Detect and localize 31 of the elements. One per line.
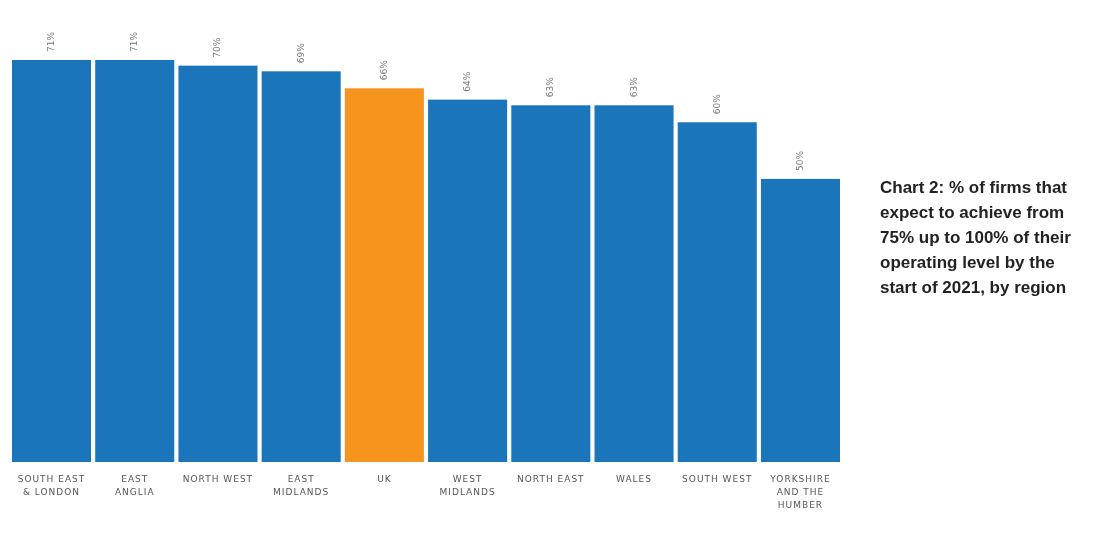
data-label: 50%: [794, 150, 805, 171]
data-label: 71%: [46, 31, 57, 52]
x-tick-label: NORTH WEST: [182, 474, 254, 484]
bar: [344, 88, 424, 462]
data-label: 63%: [545, 76, 556, 98]
bar: [95, 60, 175, 462]
x-tick-label: EAST ANGLIA: [114, 474, 155, 497]
x-tick-label: EAST MIDLANDS: [273, 474, 330, 497]
bar: [594, 105, 674, 462]
x-tick-label: WALES: [616, 474, 653, 484]
x-tick-label: UK: [377, 474, 392, 484]
bar: [178, 65, 258, 462]
data-label: 64%: [462, 71, 473, 92]
x-tick-label: SOUTH EAST & LONDON: [17, 474, 86, 497]
data-label: 71%: [129, 31, 140, 52]
bar: [12, 60, 92, 462]
bar: [760, 178, 840, 462]
bar: [261, 71, 341, 462]
x-tick-label: YORKSHIRE AND THE HUMBER: [769, 474, 831, 510]
data-label: 63%: [628, 76, 639, 98]
data-label: 70%: [212, 37, 223, 58]
data-label: 60%: [711, 93, 722, 115]
bar: [428, 99, 508, 462]
bar: [677, 122, 757, 462]
data-label: 66%: [378, 59, 389, 81]
text: Chart 2: % of firms that expect to achieve from 75% up to 100% of their operating level by the start of 2021, by region: [880, 178, 1072, 297]
x-tick-label: WEST MIDLANDS: [439, 474, 496, 497]
bar: [511, 105, 591, 462]
data-label: 69%: [295, 42, 306, 64]
x-tick-label: NORTH EAST: [517, 474, 585, 484]
x-tick-label: SOUTH WEST: [682, 474, 753, 484]
